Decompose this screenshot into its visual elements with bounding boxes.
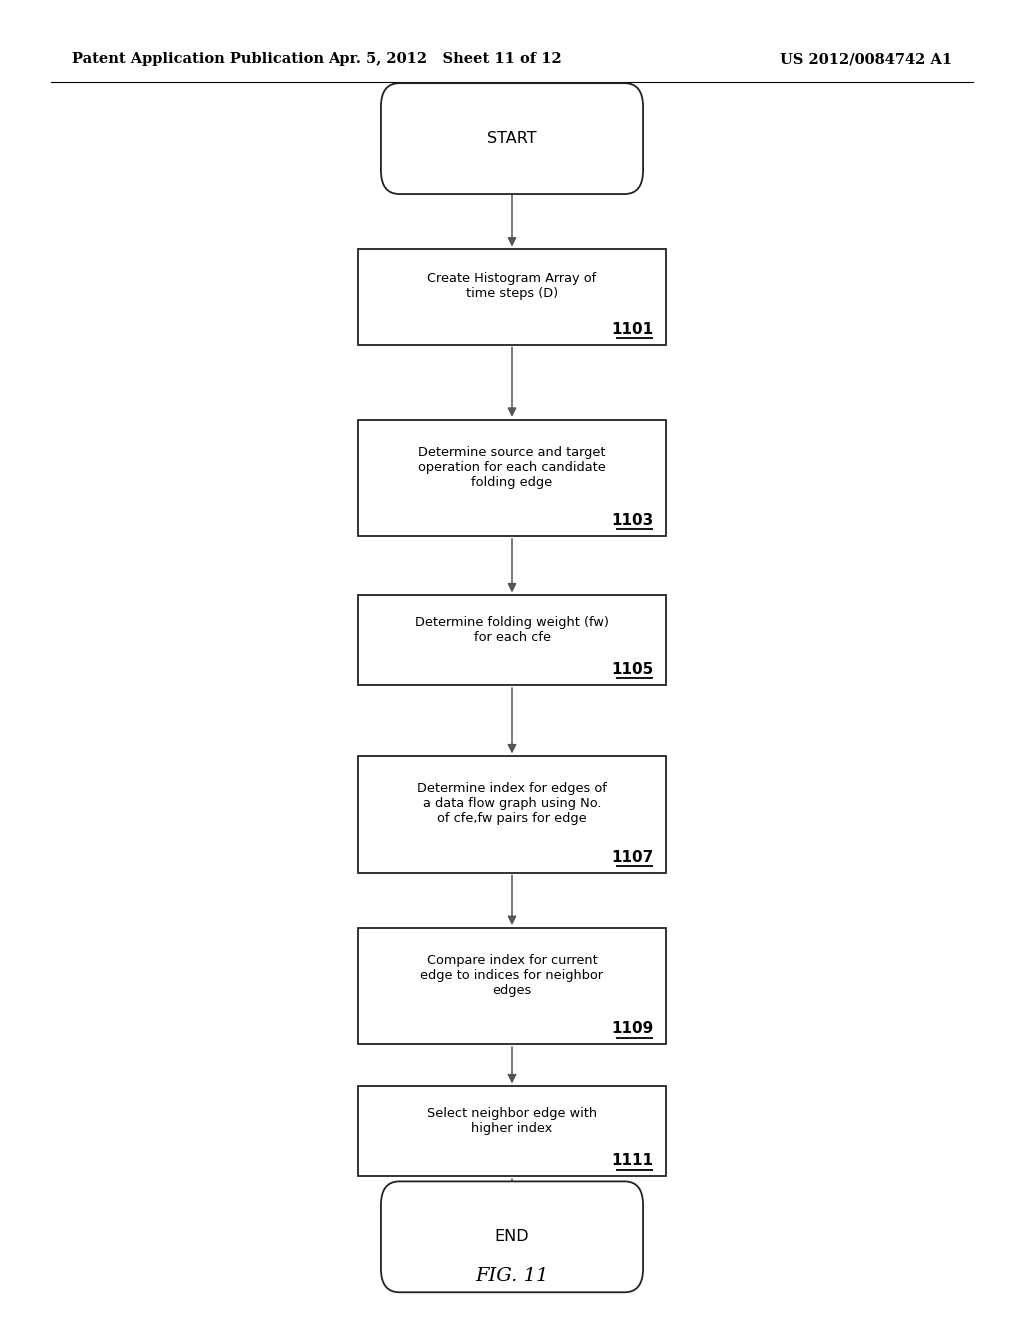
Text: 1109: 1109 xyxy=(611,1022,653,1036)
Text: 1103: 1103 xyxy=(611,513,653,528)
Text: 1111: 1111 xyxy=(611,1154,653,1168)
Bar xyxy=(358,420,666,536)
Bar xyxy=(358,249,666,345)
Bar xyxy=(358,595,666,685)
Text: 1105: 1105 xyxy=(611,663,653,677)
Text: Compare index for current
edge to indices for neighbor
edges: Compare index for current edge to indice… xyxy=(421,954,603,997)
Text: Determine index for edges of
a data flow graph using No.
of cfe,fw pairs for edg: Determine index for edges of a data flow… xyxy=(417,783,607,825)
Text: 1101: 1101 xyxy=(611,322,653,337)
Text: US 2012/0084742 A1: US 2012/0084742 A1 xyxy=(780,53,952,66)
Text: Create Histogram Array of
time steps (D): Create Histogram Array of time steps (D) xyxy=(427,272,597,301)
Text: Patent Application Publication: Patent Application Publication xyxy=(72,53,324,66)
Bar xyxy=(358,928,666,1044)
Bar xyxy=(358,756,666,873)
Text: START: START xyxy=(487,131,537,147)
Text: Select neighbor edge with
higher index: Select neighbor edge with higher index xyxy=(427,1106,597,1135)
Text: END: END xyxy=(495,1229,529,1245)
Text: 1107: 1107 xyxy=(611,850,653,865)
Text: Determine source and target
operation for each candidate
folding edge: Determine source and target operation fo… xyxy=(418,446,606,488)
FancyBboxPatch shape xyxy=(381,1181,643,1292)
FancyBboxPatch shape xyxy=(381,83,643,194)
Text: Apr. 5, 2012   Sheet 11 of 12: Apr. 5, 2012 Sheet 11 of 12 xyxy=(329,53,562,66)
Text: FIG. 11: FIG. 11 xyxy=(475,1267,549,1286)
Text: Determine folding weight (fw)
for each cfe: Determine folding weight (fw) for each c… xyxy=(415,615,609,644)
Bar xyxy=(358,1086,666,1176)
